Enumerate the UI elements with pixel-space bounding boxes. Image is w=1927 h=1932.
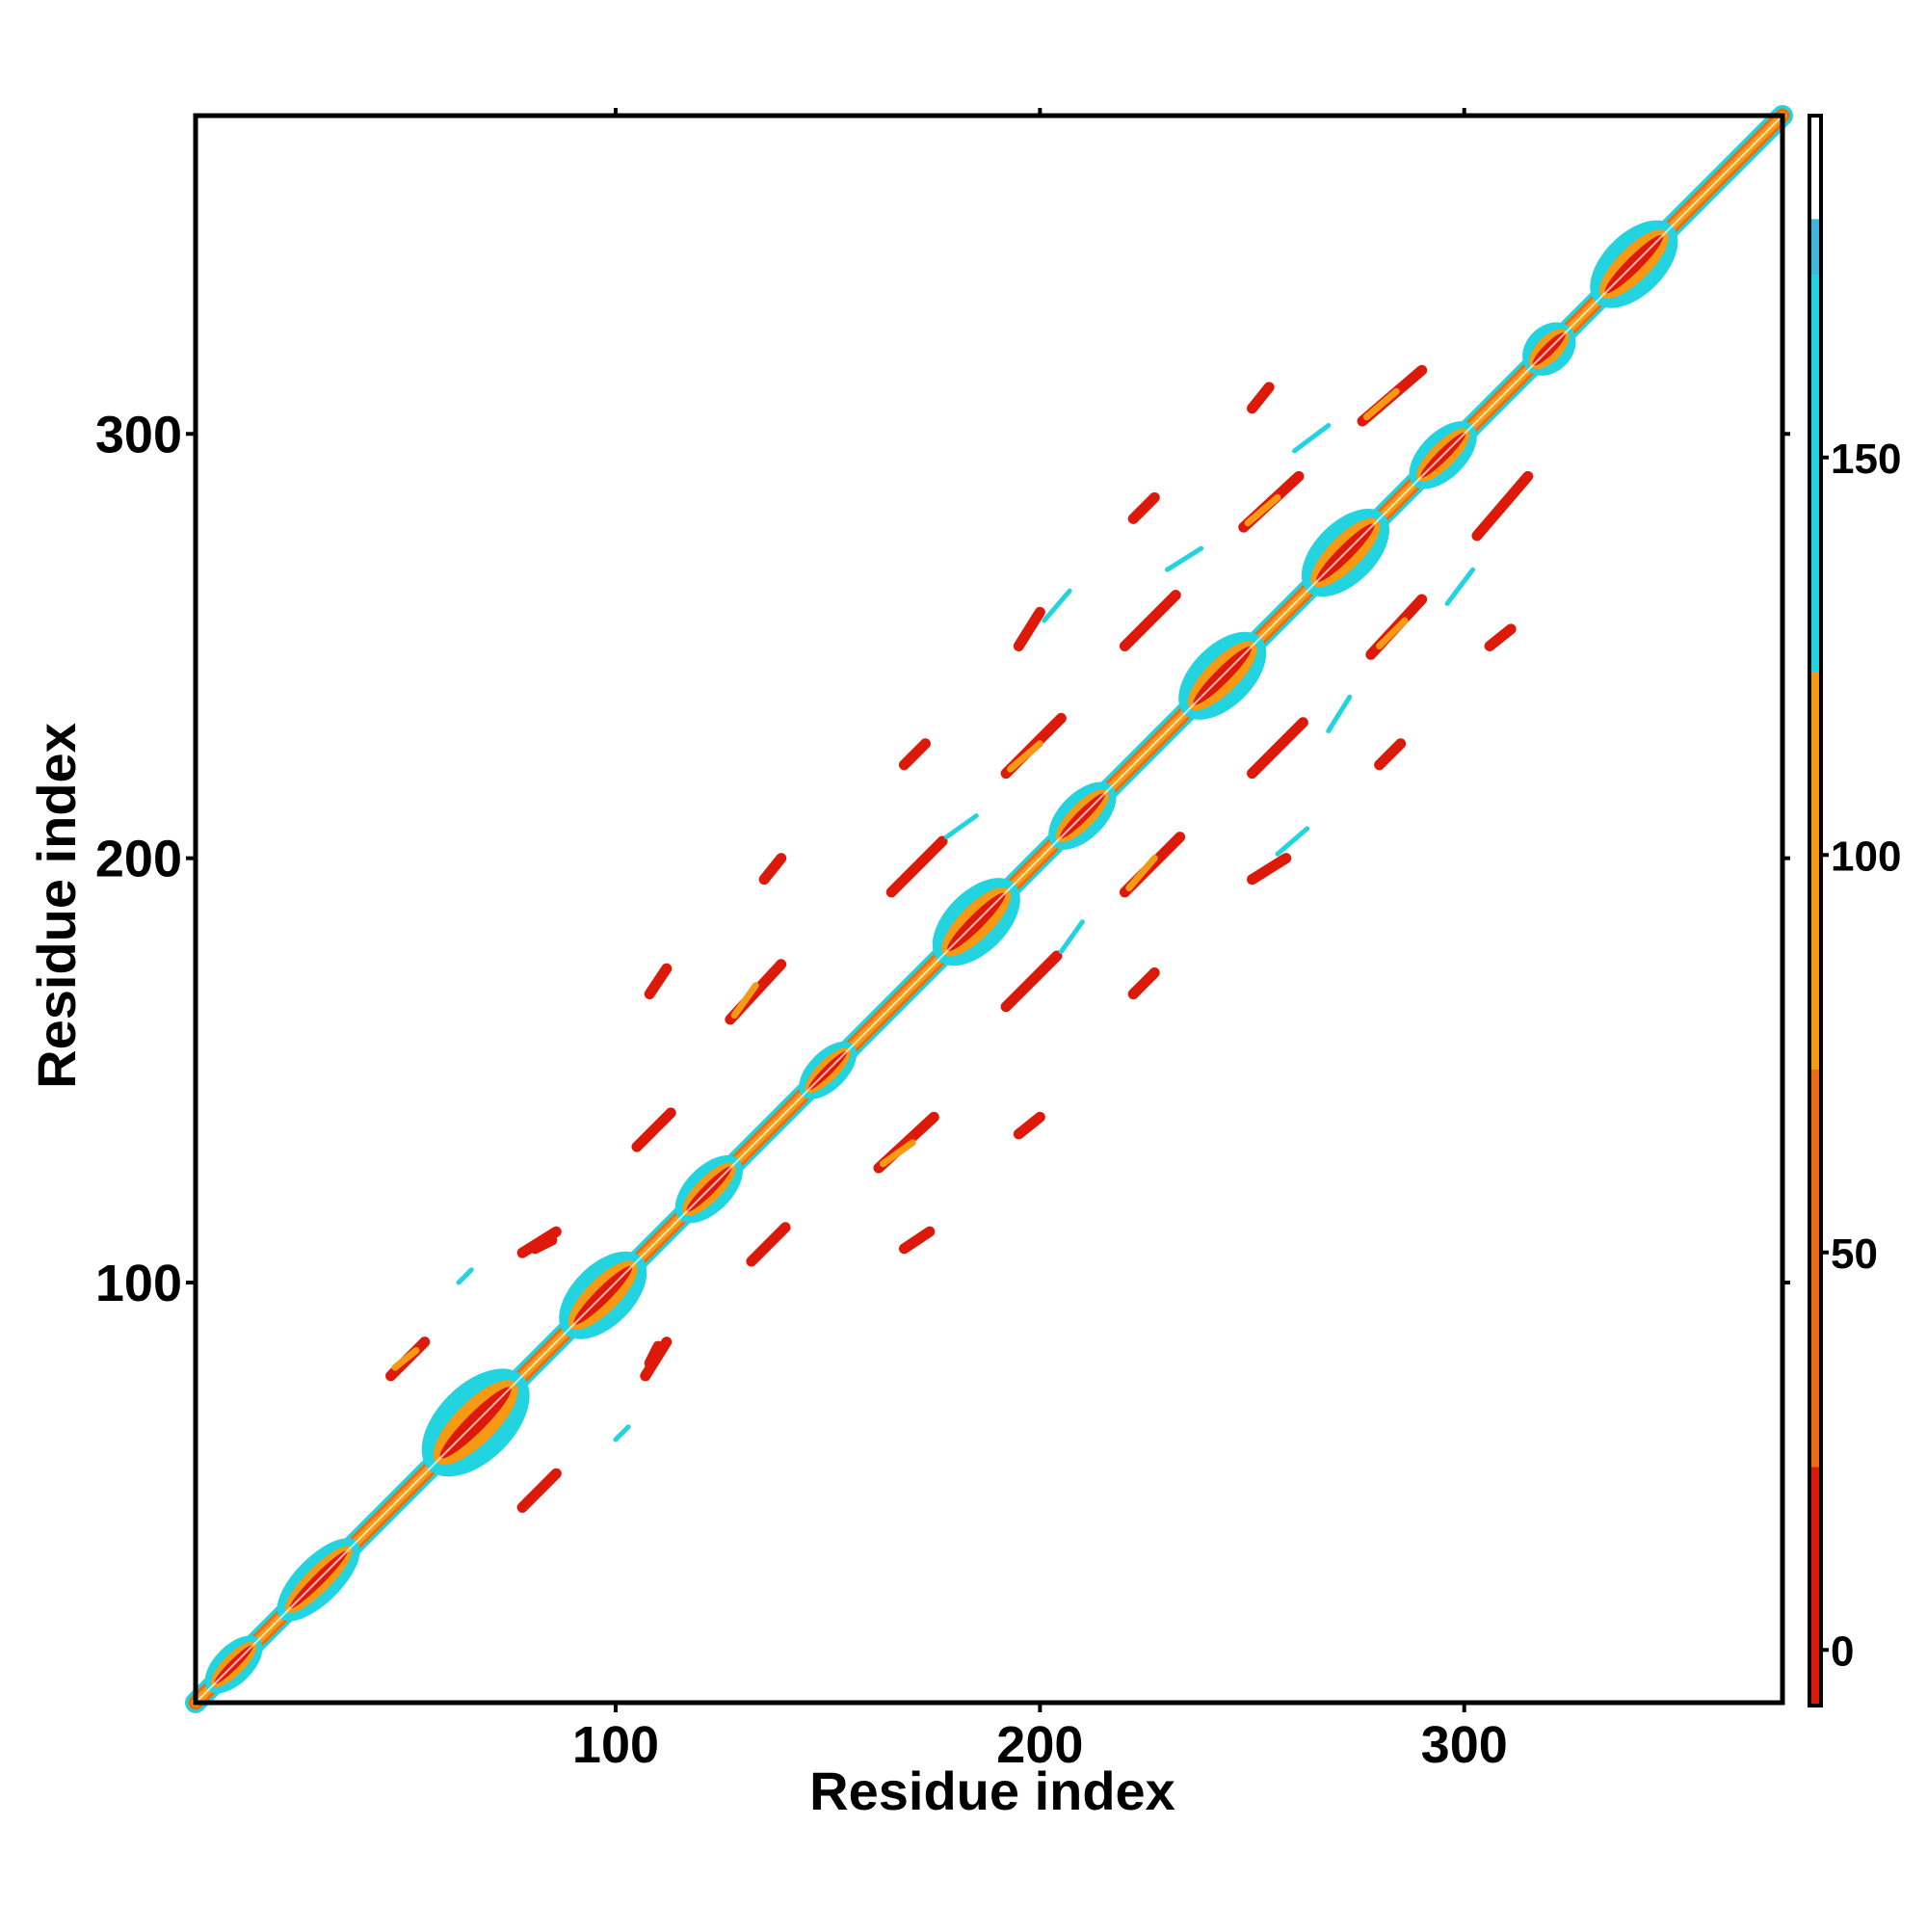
contact-streak-44 xyxy=(1326,694,1353,734)
y-axis: 100 200 300 xyxy=(95,406,196,1312)
contact-streak-4 xyxy=(631,1107,676,1152)
contact-streak-35 xyxy=(1247,853,1292,886)
colorbar-tick-label-1: 50 xyxy=(1831,1231,1878,1278)
contact-streak-42 xyxy=(1292,422,1332,454)
x-tick-label-0: 100 xyxy=(572,1716,659,1774)
contact-streak-33 xyxy=(1127,967,1160,1000)
contact-streak-25 xyxy=(1125,855,1158,891)
y-tick-label-2: 300 xyxy=(95,406,182,463)
contact-streak-38 xyxy=(1247,382,1275,414)
contact-streak-28 xyxy=(644,963,673,1000)
contact-streak-5 xyxy=(746,1222,791,1267)
contact-streak-32 xyxy=(898,738,931,771)
colorbar-band-5 xyxy=(1809,116,1821,220)
colorbar-band-3 xyxy=(1809,275,1821,673)
y-axis-label: Residue index xyxy=(26,723,87,1089)
x-axis-label: Residue index xyxy=(809,1760,1175,1821)
contact-streak-12 xyxy=(1119,590,1181,651)
contact-streak-41 xyxy=(1164,545,1204,572)
contact-streak-40 xyxy=(1042,588,1072,623)
contact-streak-49 xyxy=(613,1424,631,1442)
colorbar-frame xyxy=(1808,114,1823,1707)
colorbar-tick-label-0: 0 xyxy=(1831,1628,1854,1675)
contact-streak-31 xyxy=(1013,1111,1045,1140)
y-tick-label-1: 200 xyxy=(95,831,182,888)
colorbar-band-0 xyxy=(1809,1467,1821,1706)
colorbar-band-4 xyxy=(1809,219,1821,275)
contact-streak-47 xyxy=(1058,919,1085,955)
contact-streak-39 xyxy=(1484,623,1517,651)
contact-streak-23 xyxy=(1376,617,1409,649)
colorbar-band-2 xyxy=(1809,672,1821,1070)
contact-streak-43 xyxy=(1275,826,1310,857)
contact-streak-17 xyxy=(1471,470,1534,542)
x-tick-label-2: 300 xyxy=(1421,1716,1508,1774)
contact-streak-30 xyxy=(898,1226,936,1255)
diagonal-centre-line xyxy=(195,115,1783,1704)
contact-streak-1 xyxy=(516,1468,562,1513)
y-tick-label-0: 100 xyxy=(95,1255,182,1312)
contact-streak-9 xyxy=(1000,950,1063,1013)
plot-area xyxy=(185,105,1793,1713)
contact-streak-20 xyxy=(730,982,759,1019)
contact-streak-29 xyxy=(758,853,787,886)
x-axis-top xyxy=(613,108,1466,116)
contact-streak-18 xyxy=(391,1346,420,1371)
contact-streak-13 xyxy=(1247,717,1308,780)
contact-streak-22 xyxy=(1244,493,1281,527)
contact-streak-45 xyxy=(1444,567,1476,606)
contact-streak-21 xyxy=(1007,740,1043,773)
colorbar-tick-label-3: 150 xyxy=(1831,436,1901,483)
contact-streak-8 xyxy=(885,835,948,898)
colorbar-band-1 xyxy=(1809,1070,1821,1468)
colorbar: 0 50 100 150 xyxy=(1782,114,1901,1707)
x-tick-label-1: 200 xyxy=(996,1716,1083,1774)
contact-streak-48 xyxy=(456,1267,474,1285)
colorbar-tick-label-2: 100 xyxy=(1831,833,1901,880)
contact-streak-46 xyxy=(943,813,979,840)
x-axis: 100 200 300 xyxy=(572,1703,1508,1774)
contact-streak-27 xyxy=(644,1340,664,1369)
contact-streak-34 xyxy=(1013,606,1045,651)
plot-frame xyxy=(193,113,1785,1706)
contact-streak-24 xyxy=(1362,387,1400,421)
contact-streak-19 xyxy=(879,1139,916,1168)
contact-streak-36 xyxy=(1127,491,1160,524)
contact-streak-37 xyxy=(1374,738,1407,771)
contact-streak-26 xyxy=(529,1234,558,1255)
